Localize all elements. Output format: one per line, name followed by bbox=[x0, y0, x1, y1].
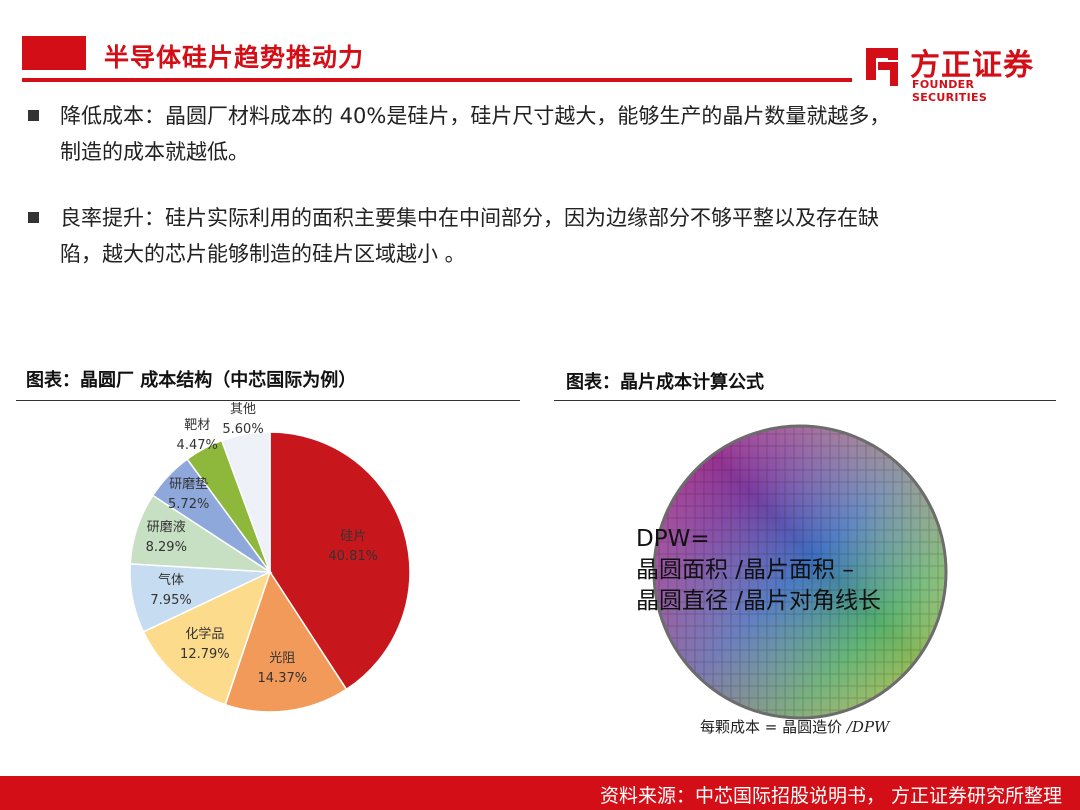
pie-chart-svg bbox=[129, 431, 411, 713]
bullet-text-line: 降低成本：晶圆厂材料成本的 40%是硅片，硅片尺寸越大，能够生产的晶片数量就越多… bbox=[60, 104, 891, 128]
dpw-line: 晶圆面积 /晶片面积 – bbox=[636, 557, 854, 583]
pie-value-label: 40.81% bbox=[328, 549, 378, 565]
pie-category-label: 化学品 bbox=[185, 627, 225, 643]
pie-value-label: 14.37% bbox=[257, 671, 308, 687]
pie-slice-label: 光阻 14.37% bbox=[252, 649, 312, 689]
pie-value-label: 5.60% bbox=[222, 422, 264, 438]
pie-slice bbox=[220, 431, 271, 573]
pie-category-label: 研磨液 bbox=[146, 519, 186, 535]
formula-dpw-term: /DPW bbox=[846, 718, 890, 736]
bullet-text-line: 制造的成本就越低。 bbox=[60, 140, 249, 164]
pie-value-label: 8.29% bbox=[145, 539, 187, 555]
footer-source-text: 资料来源：中芯国际招股说明书， 方正证券研究所整理 bbox=[599, 785, 1062, 807]
silicon-wafer-image bbox=[652, 424, 948, 720]
pie-slice-label: 化学品 12.79% bbox=[175, 625, 235, 665]
dpw-line: 晶圆直径 /晶片对角线长 bbox=[636, 588, 882, 614]
pie-slice-label: 气体 7.95% bbox=[141, 571, 201, 611]
brand-logo: 方正证券 FOUNDER SECURITIES bbox=[862, 40, 1052, 104]
left-section-divider bbox=[16, 400, 520, 401]
pie-category-label: 光阻 bbox=[269, 651, 296, 667]
title-divider bbox=[22, 78, 852, 82]
pie-slice bbox=[142, 570, 272, 706]
bullet-text-line: 陷，越大的芯片能够制造的硅片区域越小 。 bbox=[60, 242, 466, 266]
founder-logo-icon bbox=[866, 48, 898, 86]
pie-slice-label: 硅片 40.81% bbox=[323, 527, 383, 567]
logo-english-name: FOUNDER SECURITIES bbox=[912, 78, 988, 104]
pie-category-label: 气体 bbox=[158, 573, 185, 589]
right-section-divider bbox=[554, 400, 1056, 401]
pie-value-label: 5.72% bbox=[168, 496, 210, 512]
logo-chinese-name: 方正证券 bbox=[910, 48, 1034, 83]
bullet-square-icon bbox=[28, 212, 39, 223]
formula-text: 每颗成本 = 晶圆造价 bbox=[700, 718, 847, 736]
pie-category-label: 靶材 bbox=[184, 418, 211, 434]
pie-category-label: 研磨垫 bbox=[169, 476, 209, 492]
cost-structure-pie-chart bbox=[110, 412, 430, 722]
pie-category-label: 硅片 bbox=[340, 529, 367, 545]
dpw-formula-overlay: DPW= 晶圆面积 /晶片面积 – 晶圆直径 /晶片对角线长 bbox=[636, 524, 881, 617]
pie-category-label: 其他 bbox=[230, 402, 257, 418]
title-accent-block bbox=[22, 36, 86, 70]
dpw-line: DPW= bbox=[636, 526, 710, 552]
pie-slice bbox=[224, 570, 348, 713]
bullet-text-line: 良率提升：硅片实际利用的面积主要集中在中间部分，因为边缘部分不够平整以及存在缺 bbox=[60, 206, 879, 230]
footer-bar: 资料来源：中芯国际招股说明书， 方正证券研究所整理 bbox=[0, 776, 1080, 810]
pie-value-label: 4.47% bbox=[176, 438, 218, 454]
pie-value-label: 7.95% bbox=[150, 593, 192, 609]
right-chart-title: 图表：晶片成本计算公式 bbox=[566, 372, 764, 393]
pie-slice-label: 其他 5.60% bbox=[213, 400, 273, 440]
page-title: 半导体硅片趋势推动力 bbox=[104, 43, 365, 72]
pie-slice-label: 研磨垫 5.72% bbox=[159, 475, 219, 515]
bullet-square-icon bbox=[28, 110, 39, 121]
pie-slice-label: 研磨液 8.29% bbox=[136, 518, 196, 558]
left-chart-title: 图表：晶圆厂 成本结构（中芯国际为例） bbox=[26, 370, 357, 391]
pie-slice-label: 靶材 4.47% bbox=[167, 416, 227, 456]
pie-value-label: 12.79% bbox=[180, 647, 230, 663]
cost-per-die-formula: 每颗成本 = 晶圆造价 /DPW bbox=[700, 716, 889, 737]
